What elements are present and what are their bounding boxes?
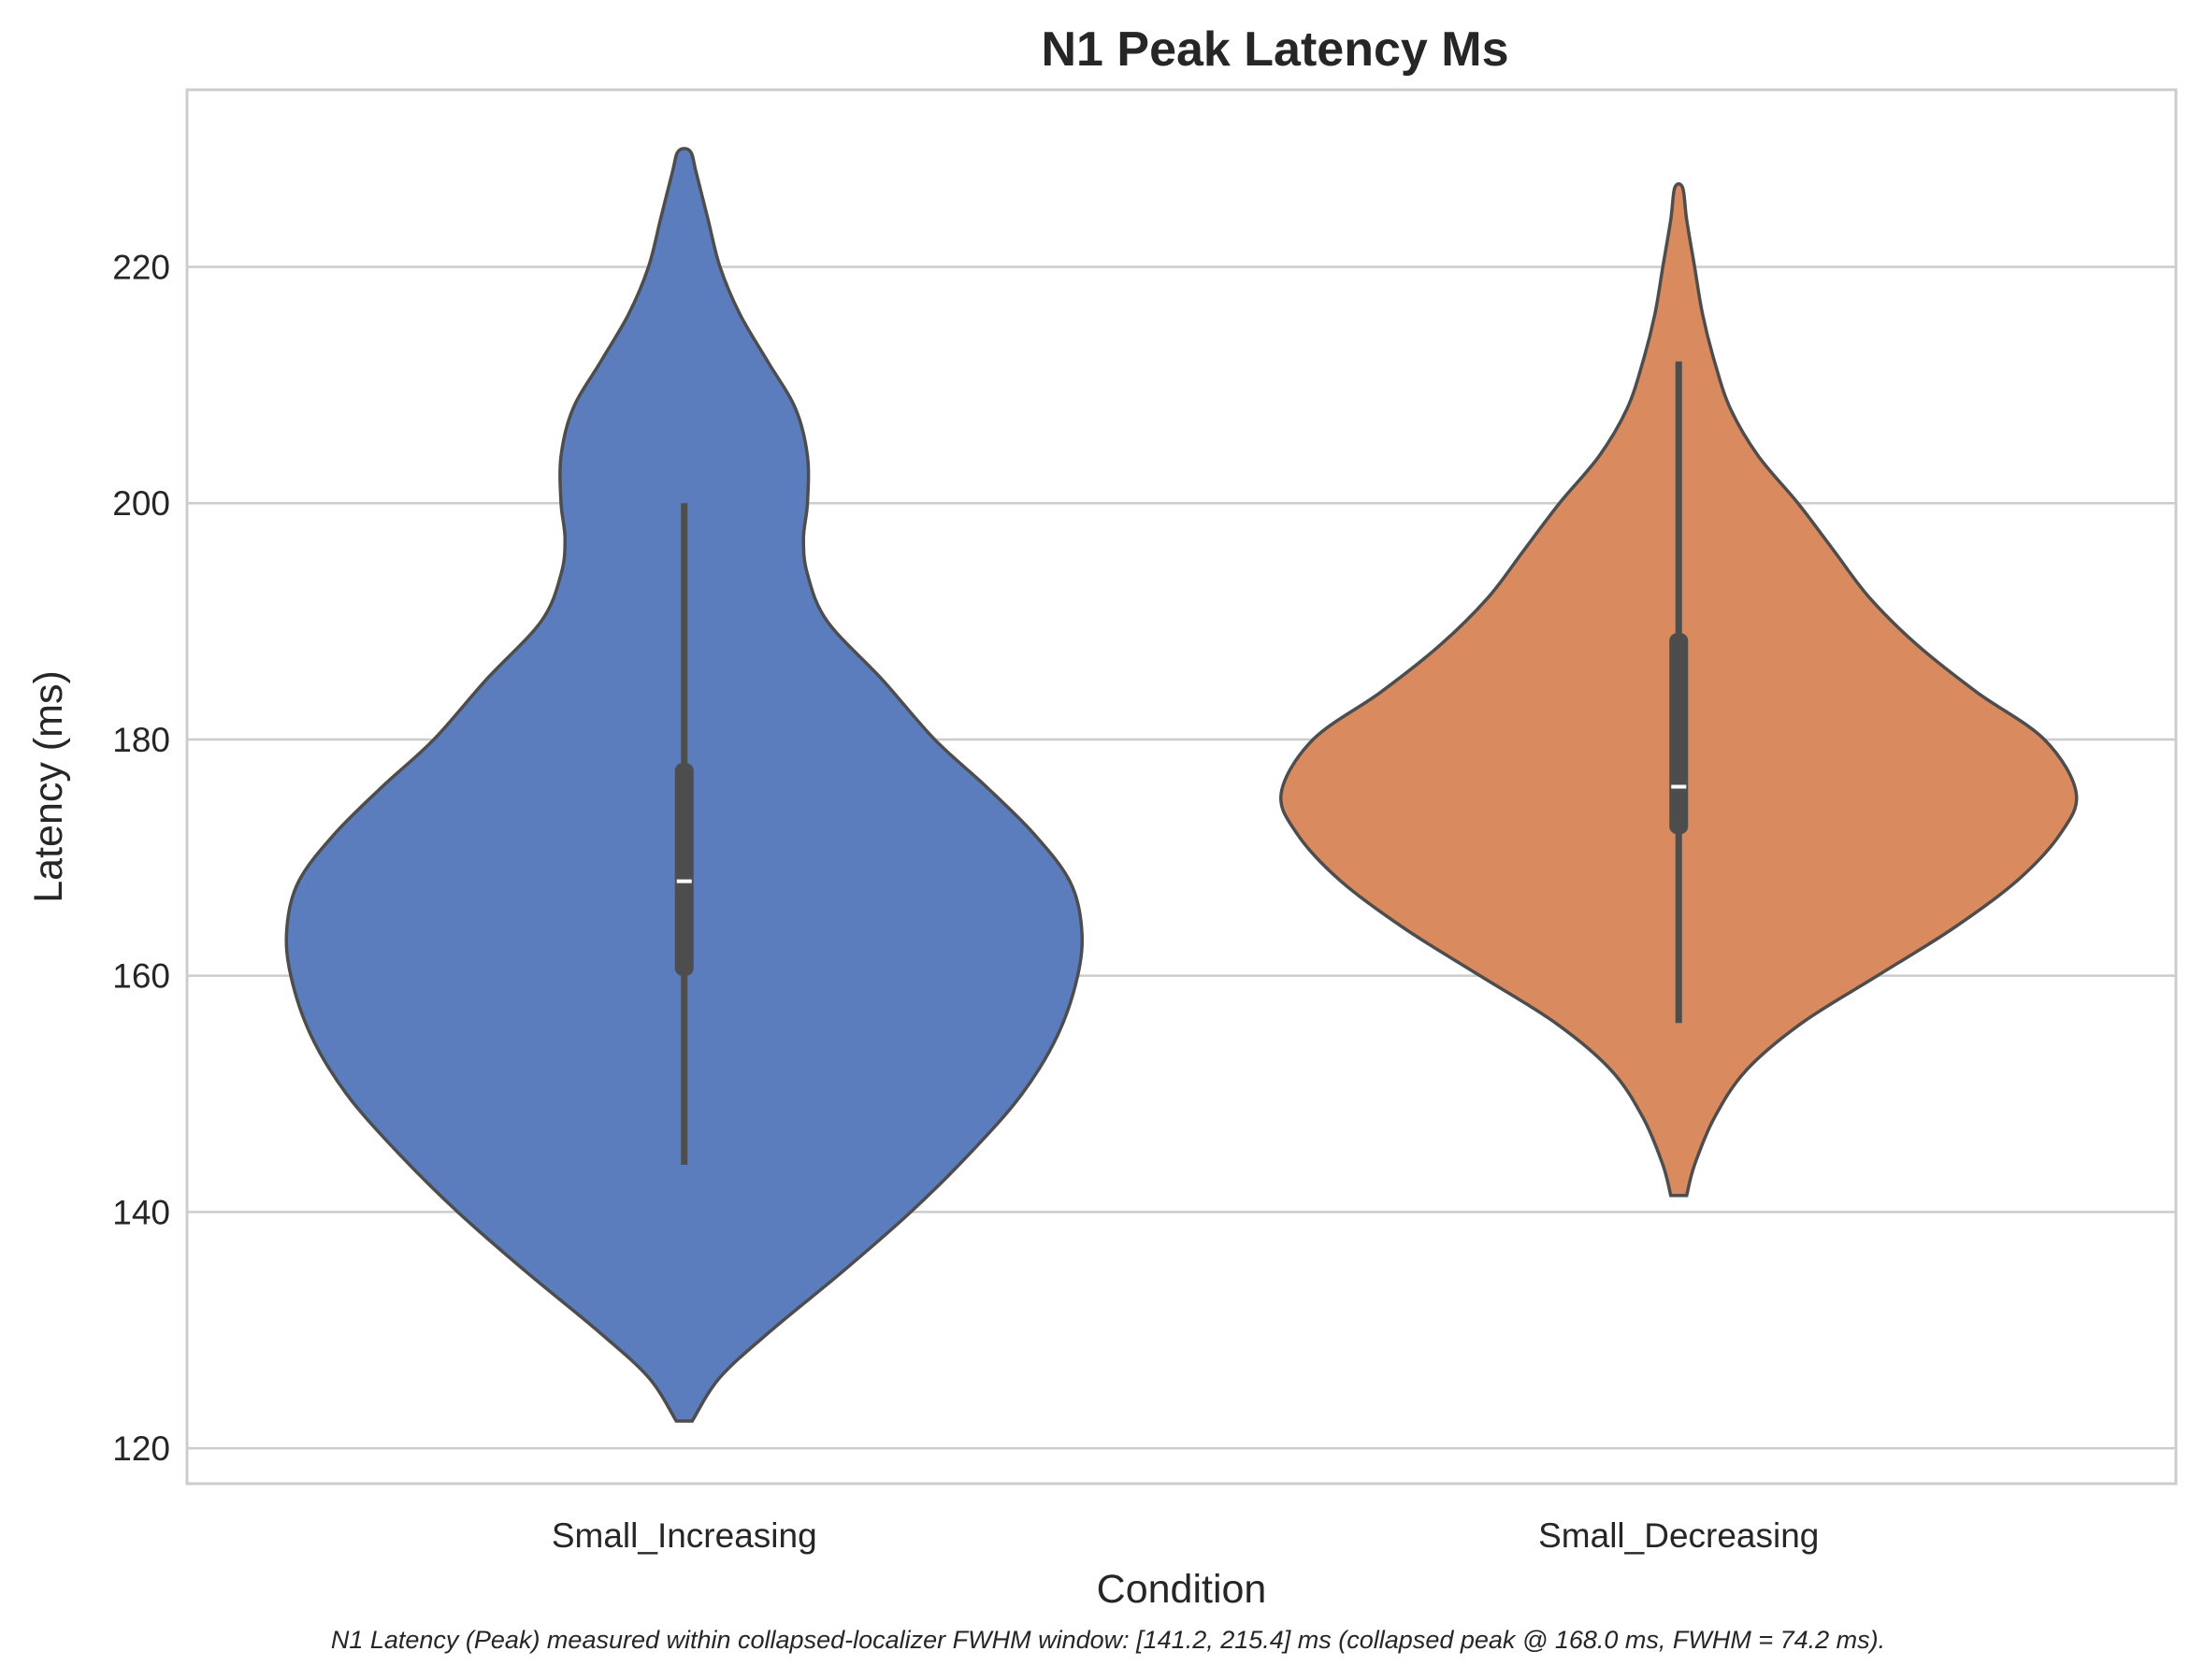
y-tick-label: 140: [112, 1193, 170, 1231]
chart-title: N1 Peak Latency Ms: [1041, 22, 1508, 77]
iqr-box-Small_Decreasing: [1669, 633, 1689, 835]
y-tick-label: 200: [112, 484, 170, 523]
violins: [284, 147, 2079, 1423]
figure-caption: N1 Latency (Peak) measured within collap…: [331, 1626, 1885, 1654]
x-tick-label: Small_Decreasing: [1538, 1516, 1819, 1555]
y-tick-label: 160: [112, 957, 170, 996]
iqr-box-Small_Increasing: [674, 763, 694, 976]
x-axis-label: Condition: [1097, 1567, 1267, 1612]
y-tick-label: 180: [112, 721, 170, 759]
y-tick-labels: 120 140 160 180 200 220: [112, 249, 170, 1469]
x-tick-labels: Small_Increasing Small_Decreasing: [552, 1516, 1820, 1555]
y-tick-label: 120: [112, 1429, 170, 1468]
y-axis-label: Latency (ms): [26, 670, 71, 903]
plot-frame: [185, 88, 2178, 1486]
y-tick-label: 220: [112, 249, 170, 287]
x-tick-label: Small_Increasing: [552, 1516, 817, 1555]
